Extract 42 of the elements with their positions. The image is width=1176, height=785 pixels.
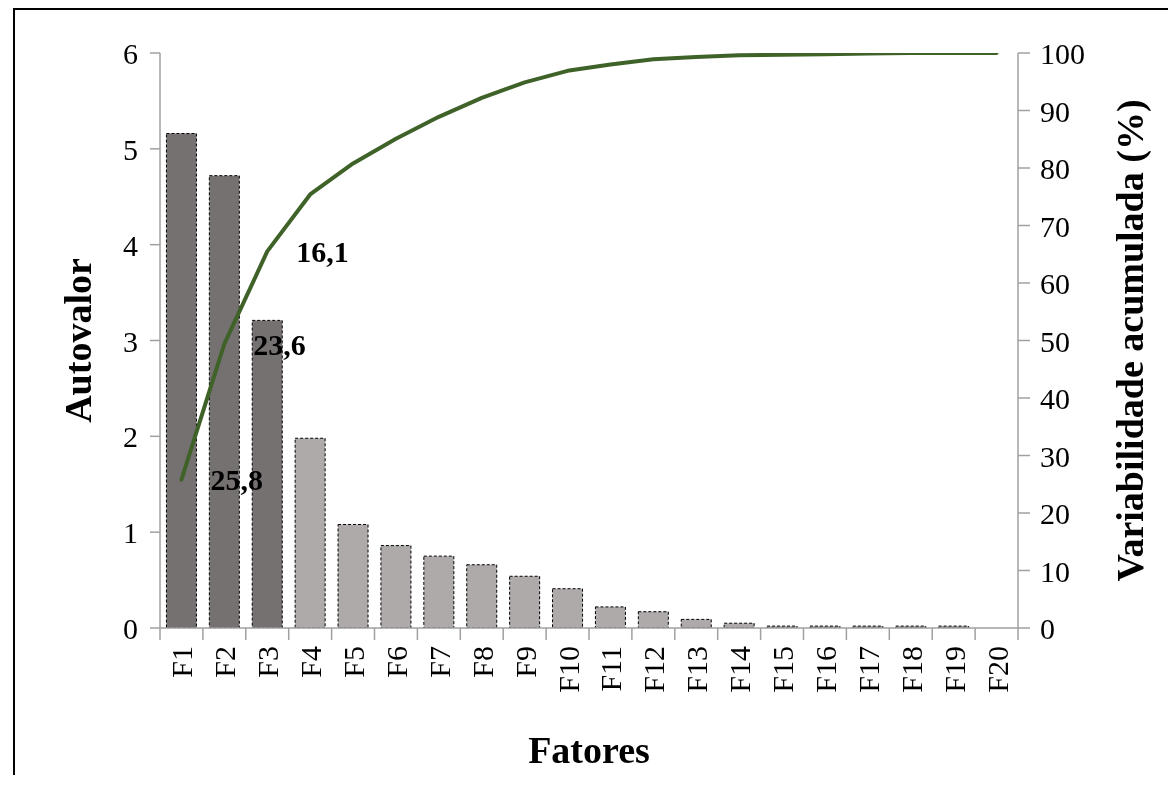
x-tick-label: F1 [164, 646, 198, 678]
x-tick-label: F12 [636, 646, 670, 693]
x-tick-label: F15 [765, 646, 799, 693]
x-tick-label: F10 [551, 646, 585, 693]
y2-tick-label: 20 [1040, 496, 1070, 530]
x-tick-label: F14 [722, 646, 756, 693]
y2-tick-label: 50 [1040, 324, 1070, 357]
x-tick-label: F4 [293, 646, 327, 678]
y2-tick-label: 40 [1040, 381, 1070, 415]
y-tick-label: 2 [123, 419, 138, 453]
y-tick-label: 4 [123, 228, 138, 262]
y2-tick-label: 30 [1040, 439, 1070, 472]
y2-tick-label: 10 [1040, 554, 1070, 587]
x-tick-label: F6 [379, 646, 413, 678]
y2-tick-label: 100 [1040, 36, 1085, 70]
y-tick-label: 6 [123, 36, 138, 70]
x-tick-label: F9 [508, 646, 542, 678]
y2-tick-label: 80 [1040, 151, 1070, 185]
x-tick-label: F20 [980, 646, 1014, 693]
y2-axis-title: Variabilidade acumulada (%) [1109, 99, 1152, 582]
x-axis-title: Fatores [528, 729, 650, 771]
annotation: 16,1 [296, 234, 349, 268]
x-tick-label: F2 [207, 646, 241, 678]
x-tick-label: F7 [422, 646, 456, 678]
x-tick-label: F3 [250, 646, 284, 678]
y2-tick-label: 70 [1040, 209, 1070, 242]
y-axis-title: Autovalor [57, 258, 99, 423]
y2-tick-label: 60 [1040, 266, 1070, 300]
x-tick-label: F13 [679, 646, 713, 693]
x-tick-label: F16 [808, 646, 842, 693]
y-tick-label: 0 [123, 611, 138, 645]
y2-tick-label: 90 [1040, 94, 1070, 127]
y-tick-label: 3 [123, 324, 138, 357]
x-tick-label: F5 [336, 646, 370, 678]
x-tick-label: F18 [894, 646, 928, 693]
x-tick-label: F17 [851, 646, 885, 693]
y-tick-label: 1 [123, 515, 138, 549]
y-tick-label: 5 [123, 132, 138, 166]
x-tick-label: F19 [937, 646, 971, 693]
y2-tick-label: 0 [1040, 611, 1055, 645]
x-tick-label: F11 [593, 646, 627, 692]
x-tick-label: F8 [465, 646, 499, 678]
